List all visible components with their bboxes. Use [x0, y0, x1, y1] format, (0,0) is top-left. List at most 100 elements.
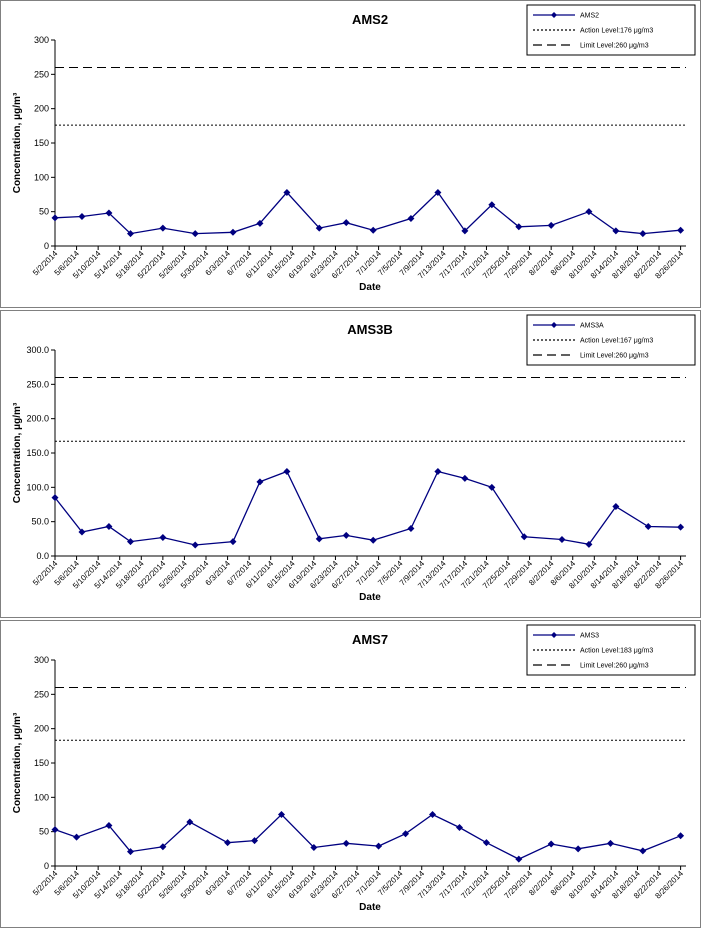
data-point — [402, 830, 410, 838]
data-point — [606, 839, 614, 847]
y-tick-label: 0 — [44, 241, 49, 251]
data-point — [191, 541, 199, 549]
legend-label: Limit Level:260 μg/m3 — [580, 663, 649, 670]
x-axis-title: Date — [359, 592, 381, 603]
legend-label: Action Level:167 μg/m3 — [580, 338, 653, 345]
data-point — [429, 811, 437, 818]
data-point — [127, 230, 135, 238]
legend-marker — [551, 12, 557, 18]
data-point — [461, 227, 469, 235]
x-axis-title: Date — [359, 282, 381, 293]
data-point — [224, 839, 232, 847]
data-point — [229, 228, 237, 236]
data-point — [375, 842, 383, 850]
data-point — [407, 525, 415, 533]
series-line — [54, 191, 681, 235]
data-point — [547, 840, 555, 848]
data-point — [461, 474, 469, 482]
data-point — [251, 837, 259, 845]
data-point — [515, 223, 523, 231]
data-point — [127, 538, 135, 546]
y-tick-label: 250 — [34, 689, 49, 699]
legend-label: AMS3 — [580, 633, 599, 640]
data-point — [585, 208, 593, 216]
data-point — [73, 833, 81, 841]
data-point — [488, 201, 496, 209]
data-point — [520, 533, 528, 541]
data-point — [547, 221, 555, 229]
series-line — [54, 470, 681, 546]
data-point — [78, 212, 86, 220]
y-tick-label: 50 — [39, 827, 49, 837]
data-point — [488, 483, 496, 491]
panel-border — [0, 310, 701, 618]
data-point — [256, 219, 264, 227]
data-point — [407, 215, 415, 223]
data-point — [574, 845, 582, 853]
chart-panel: AMS3B Date Concentration, μg/m³ 0.0 50.0 100.… — [0, 310, 701, 618]
y-tick-label: 0 — [44, 861, 49, 871]
chart-panel: AMS7 Date Concentration, μg/m³ 0 50 100 150 200… — [0, 620, 701, 928]
data-point — [105, 522, 113, 530]
y-tick-label: 250.0 — [26, 379, 49, 389]
data-point — [369, 536, 377, 544]
y-tick-label: 150.0 — [26, 448, 49, 458]
y-tick-label: 200 — [34, 724, 49, 734]
panel-border — [0, 0, 701, 308]
legend-label: Limit Level:260 μg/m3 — [580, 43, 649, 50]
data-point — [51, 214, 59, 222]
data-point — [369, 226, 377, 234]
data-point — [191, 230, 199, 238]
y-tick-label: 100 — [34, 172, 49, 182]
data-point — [283, 188, 291, 196]
chart-title: AMS2 — [352, 12, 388, 27]
y-tick-label: 200 — [34, 104, 49, 114]
data-point — [78, 528, 86, 536]
data-point — [558, 536, 566, 544]
data-point — [105, 821, 113, 829]
legend-marker — [551, 322, 557, 328]
y-tick-label: 200.0 — [26, 414, 49, 424]
data-point — [677, 832, 685, 840]
legend-label: Action Level:176 μg/m3 — [580, 28, 653, 35]
data-point — [342, 219, 350, 227]
data-point — [434, 188, 442, 196]
data-point — [127, 848, 135, 856]
data-point — [283, 468, 291, 476]
data-point — [677, 523, 685, 531]
data-point — [105, 209, 113, 217]
data-point — [585, 540, 593, 548]
data-point — [229, 538, 237, 546]
y-axis-title: Concentration, μg/m³ — [12, 92, 23, 193]
legend-marker — [551, 632, 557, 638]
data-point — [455, 824, 463, 832]
data-point — [342, 531, 350, 539]
legend-label: AMS2 — [580, 13, 599, 20]
data-point — [310, 843, 318, 851]
data-point — [278, 811, 286, 818]
y-axis-title: Concentration, μg/m³ — [12, 712, 23, 813]
data-point — [159, 843, 167, 851]
y-tick-label: 300.0 — [26, 345, 49, 355]
y-tick-label: 50.0 — [31, 517, 49, 527]
data-point — [482, 839, 490, 847]
y-tick-label: 250 — [34, 69, 49, 79]
y-tick-label: 0.0 — [36, 551, 49, 561]
data-point — [612, 503, 620, 511]
data-point — [315, 224, 323, 232]
data-point — [677, 226, 685, 234]
data-point — [159, 533, 167, 541]
y-tick-label: 50 — [39, 207, 49, 217]
data-point — [256, 478, 264, 486]
data-point — [644, 522, 652, 530]
data-point — [51, 494, 59, 502]
y-tick-label: 300 — [34, 655, 49, 665]
chart-panel: AMS2 Date Concentration, μg/m³ 0 50 100 150 200… — [0, 0, 701, 308]
data-point — [434, 468, 442, 476]
legend-label: Action Level:183 μg/m3 — [580, 648, 653, 655]
y-tick-label: 100.0 — [26, 482, 49, 492]
y-tick-label: 150 — [34, 758, 49, 768]
data-point — [51, 826, 59, 834]
legend-label: Limit Level:260 μg/m3 — [580, 353, 649, 360]
